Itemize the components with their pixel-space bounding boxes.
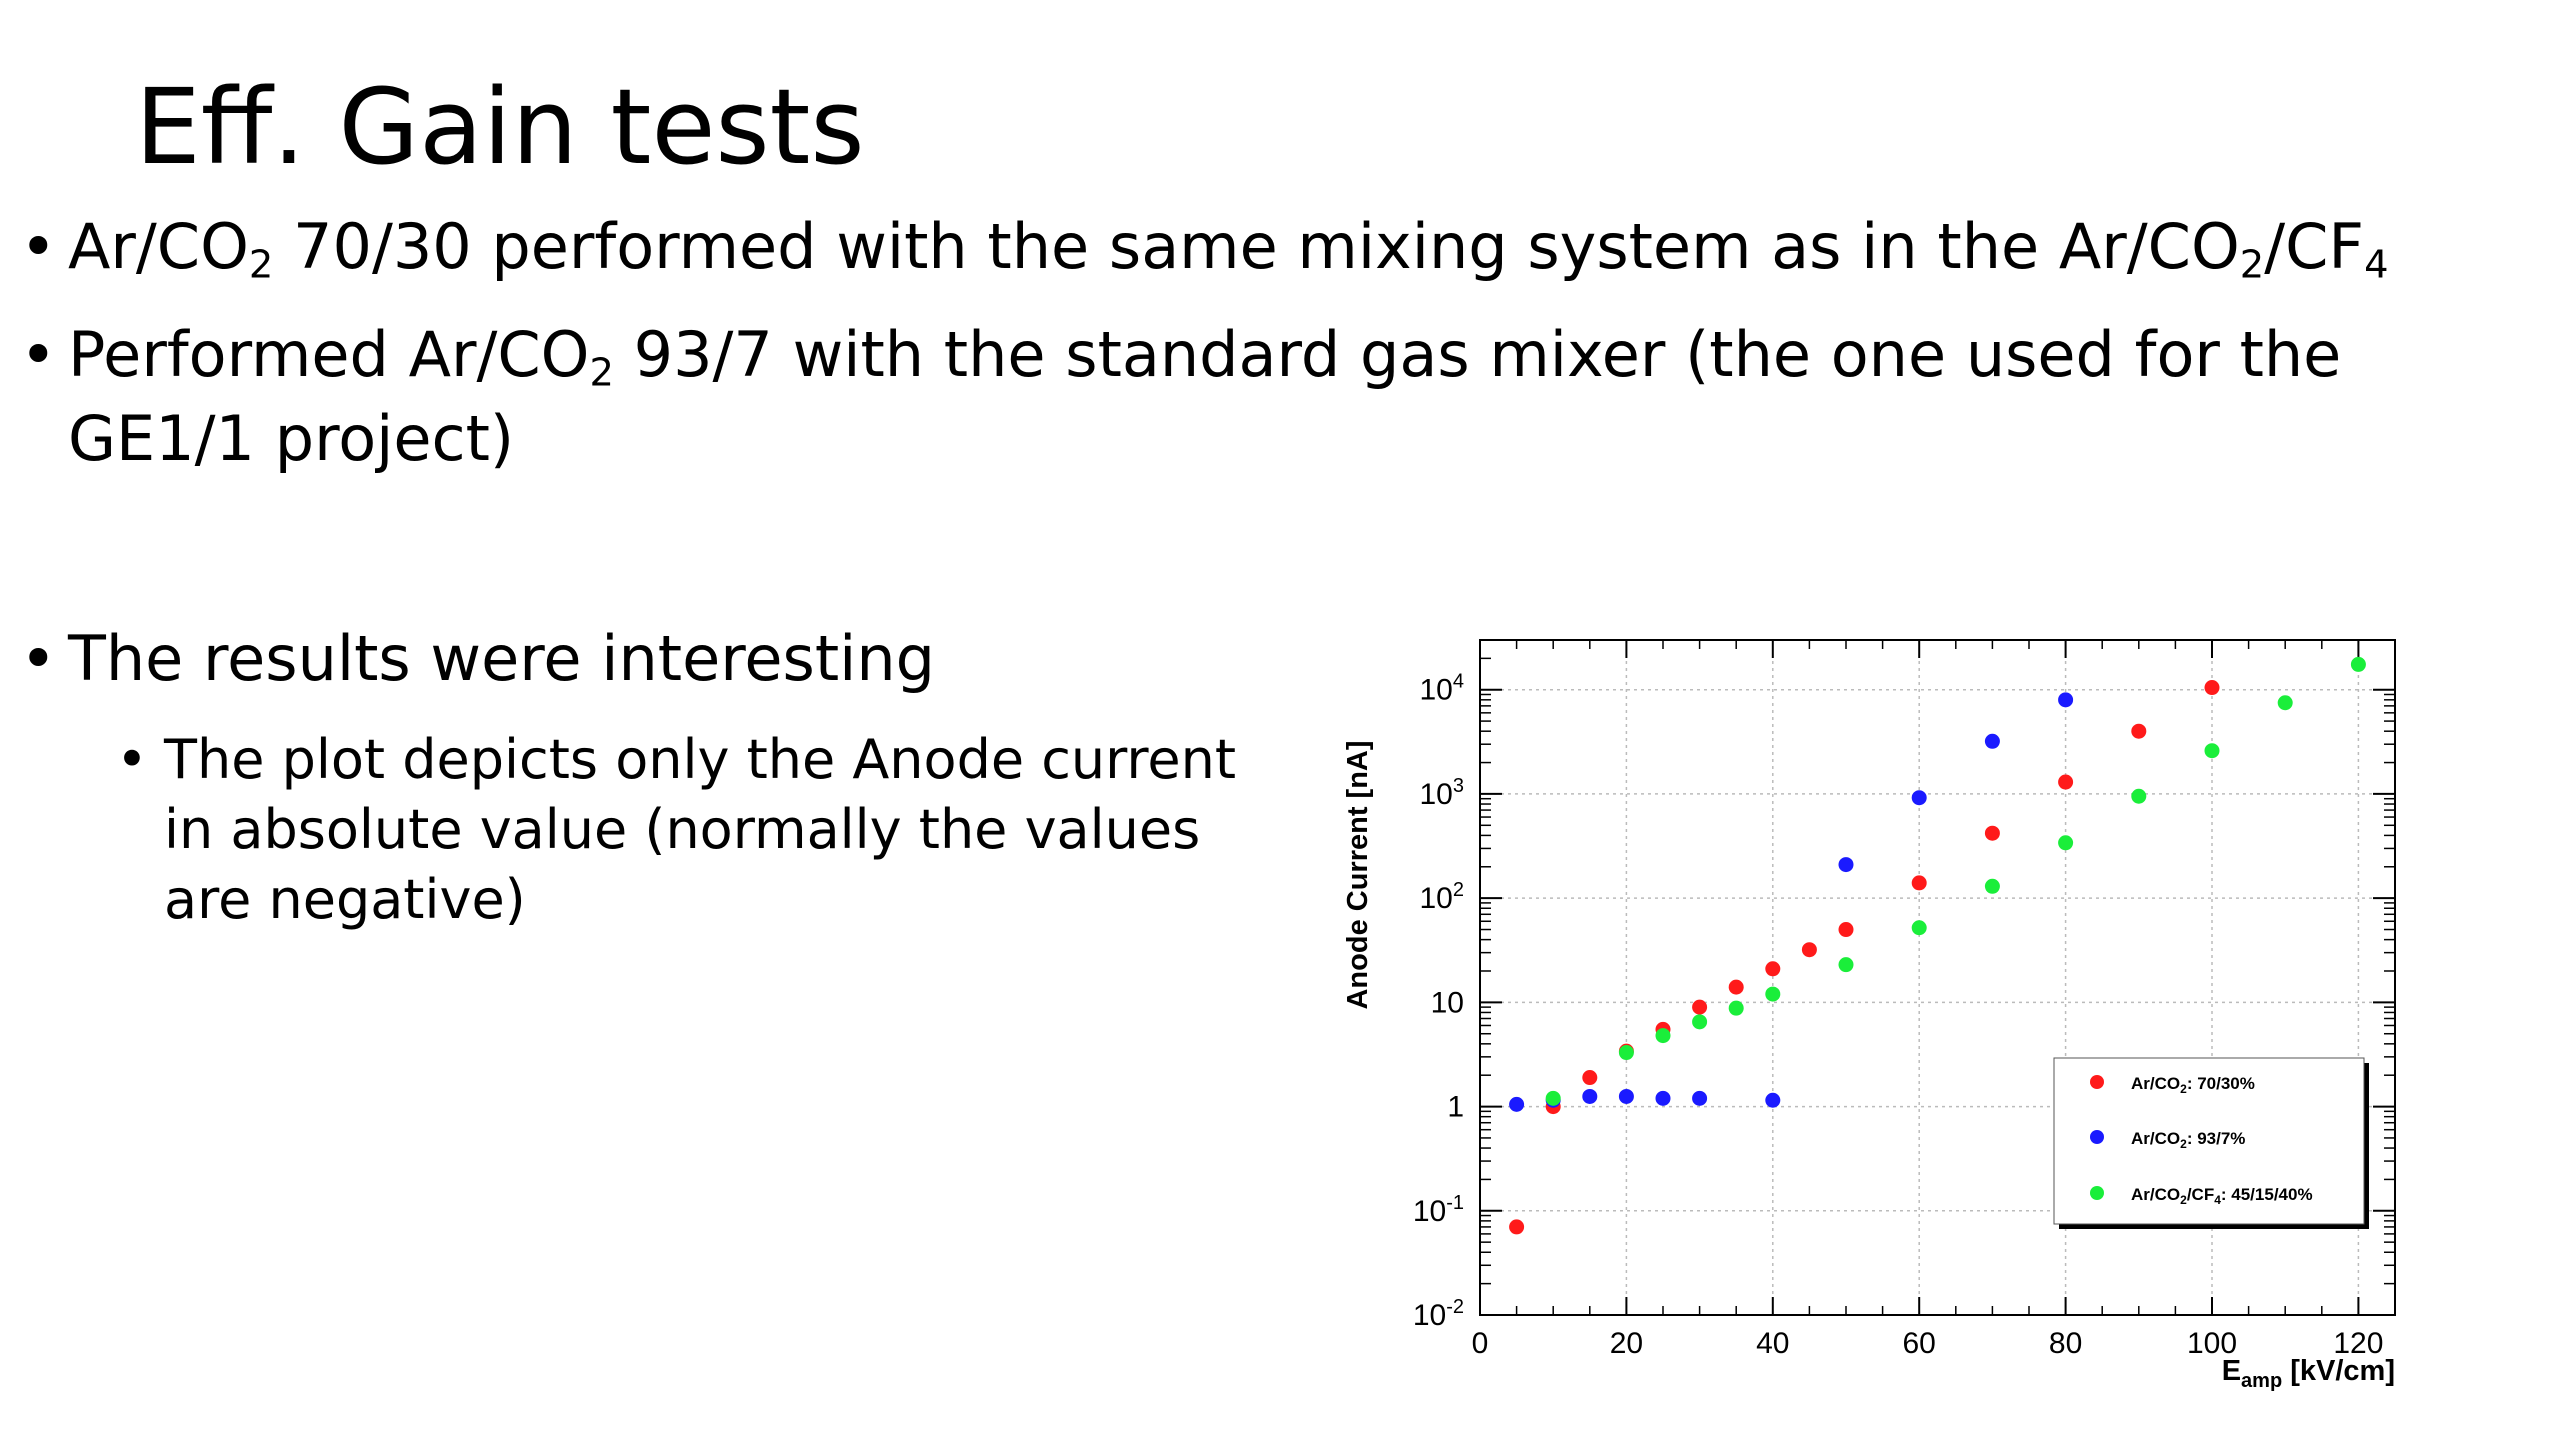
data-point-series-2: [2277, 695, 2293, 711]
data-point-series-0: [1582, 1070, 1598, 1086]
legend-marker-0: [2090, 1075, 2104, 1089]
data-point-series-2: [1984, 878, 2000, 894]
results-section: The results were interesting The plot de…: [20, 617, 1320, 935]
x-tick-label: 40: [1756, 1327, 1789, 1360]
y-tick-label: 103: [1420, 775, 1465, 811]
data-point-series-0: [1911, 875, 1927, 891]
data-point-series-1: [1765, 1092, 1781, 1108]
data-point-series-0: [1838, 922, 1854, 938]
y-tick-label: 104: [1420, 671, 1465, 707]
y-tick-labels: 10-2 10-1 1 10 102 103 104: [1413, 671, 1464, 1332]
chart-grid: [1480, 640, 2395, 1315]
data-point-series-2: [2058, 835, 2074, 851]
data-point-series-1: [1911, 790, 1927, 806]
slide-title: Eff. Gain tests: [135, 66, 865, 188]
data-point-series-2: [2350, 656, 2366, 672]
data-point-series-0: [1509, 1219, 1525, 1235]
legend: Ar/CO2: 70/30% Ar/CO2: 93/7% Ar/CO2/CF4:…: [2053, 1057, 2369, 1229]
x-tick-label: 20: [1610, 1327, 1643, 1360]
x-tick-label: 120: [2333, 1327, 2383, 1360]
data-point-series-1: [1692, 1090, 1708, 1106]
data-point-series-2: [2131, 788, 2147, 804]
data-point-series-2: [1765, 986, 1781, 1002]
legend-label-2: Ar/CO2/CF4: 45/15/40%: [2131, 1185, 2313, 1207]
bullet-ar-co2-93-7: Performed Ar/CO2 93/7 with the standard …: [20, 313, 2540, 481]
data-point-series-1: [1582, 1088, 1598, 1104]
y-tick-label: 1: [1447, 1091, 1464, 1124]
chart-svg: 0 20 40 60 80 100 120 10-2 10-1 1 10 102 103 104 Ano…: [1342, 639, 2396, 1392]
y-tick-label: 10: [1431, 986, 1464, 1019]
data-point-series-1: [1838, 857, 1854, 873]
data-point-series-0: [1984, 825, 2000, 841]
plot-frame: [1479, 639, 2396, 1316]
data-point-series-2: [1728, 1000, 1744, 1016]
data-point-series-0: [1728, 979, 1744, 995]
data-point-series-0: [1801, 942, 1817, 958]
y-tick-label: 10-1: [1413, 1192, 1464, 1228]
data-point-series-2: [1692, 1014, 1708, 1030]
y-axis-label: Anode Current [nA]: [1342, 740, 1374, 1009]
axis-ticks: [1479, 640, 2395, 1316]
data-point-series-0: [2058, 774, 2074, 790]
data-point-series-2: [1618, 1045, 1634, 1061]
data-point-series-1: [1618, 1088, 1634, 1104]
x-tick-labels: 0 20 40 60 80 100 120: [1472, 1327, 2384, 1360]
legend-marker-2: [2090, 1186, 2104, 1200]
data-point-series-1: [1655, 1090, 1671, 1106]
data-point-series-2: [1911, 920, 1927, 936]
data-point-series-2: [1838, 957, 1854, 973]
data-point-series-0: [1765, 961, 1781, 977]
bullet-list: Ar/CO2 70/30 performed with the same mix…: [20, 205, 2540, 505]
y-tick-label: 102: [1420, 879, 1465, 915]
y-tick-label: 10-2: [1413, 1296, 1464, 1332]
data-point-series-2: [1545, 1090, 1561, 1106]
x-tick-label: 80: [2049, 1327, 2082, 1360]
data-point-series-1: [2058, 692, 2074, 708]
subbullet-plot-description: The plot depicts only the Anode current …: [116, 725, 1296, 935]
data-point-series-0: [2204, 680, 2220, 696]
anode-current-chart: 0 20 40 60 80 100 120 10-2 10-1 1 10 102 103 104 Ano…: [1330, 615, 2420, 1395]
bullet-results: The results were interesting: [20, 617, 1320, 701]
data-points: [1509, 656, 2366, 1235]
data-point-series-1: [1509, 1096, 1525, 1112]
legend-marker-1: [2090, 1130, 2104, 1144]
x-tick-label: 0: [1472, 1327, 1489, 1360]
x-axis-label: Eamp [kV/cm]: [2222, 1355, 2395, 1392]
x-tick-label: 60: [1903, 1327, 1936, 1360]
data-point-series-0: [1692, 999, 1708, 1015]
bullet-ar-co2-70-30: Ar/CO2 70/30 performed with the same mix…: [20, 205, 2540, 289]
legend-label-0: Ar/CO2: 70/30%: [2131, 1074, 2255, 1096]
legend-label-1: Ar/CO2: 93/7%: [2131, 1129, 2245, 1151]
data-point-series-2: [2204, 743, 2220, 759]
x-tick-label: 100: [2187, 1327, 2237, 1360]
data-point-series-0: [2131, 723, 2147, 739]
data-point-series-1: [1984, 733, 2000, 749]
data-point-series-2: [1655, 1028, 1671, 1044]
